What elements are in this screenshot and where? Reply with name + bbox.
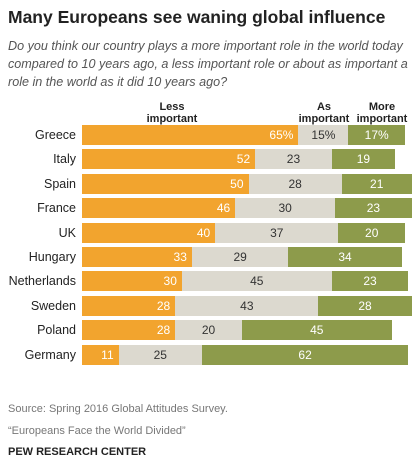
data-label: 11	[101, 347, 114, 362]
category-label: Germany	[24, 347, 76, 362]
data-label: 20	[365, 225, 379, 240]
bar-segment-as: 30	[235, 198, 336, 219]
bar-segment-less: 46	[82, 198, 236, 219]
bar-row: Greece 65% 15% 17%	[0, 123, 420, 147]
bar-segment-less: 52	[82, 149, 256, 170]
source-note: Source: Spring 2016 Global Attitudes Sur…	[8, 403, 228, 415]
bar-segment-more: 28	[318, 295, 412, 316]
data-label: 37	[270, 225, 284, 240]
category-label: Netherlands	[8, 274, 76, 289]
data-label: 29	[233, 250, 247, 264]
data-label: 33	[173, 250, 187, 264]
bar-segment-as: 23	[255, 149, 332, 170]
bar-segment-more: 23	[335, 198, 412, 219]
data-label: 50	[230, 176, 244, 191]
data-label: 23	[366, 201, 381, 216]
data-label: 46	[216, 201, 231, 216]
organization-name: PEW RESEARCH CENTER	[8, 446, 147, 458]
bar-segment-more: 17%	[348, 125, 405, 145]
data-label: 23	[286, 152, 301, 167]
category-label: Italy	[53, 152, 76, 167]
bar-row: France 46 30 23	[0, 196, 420, 220]
bar-segment-as: 20	[175, 320, 242, 341]
report-title: “Europeans Face the World Divided”	[8, 425, 186, 437]
bar-segment-more: 23	[331, 271, 409, 292]
bar-row: Sweden 28 43 28	[0, 294, 420, 318]
data-label: 15%	[311, 128, 336, 142]
data-label: 28	[358, 298, 372, 313]
category-label: Hungary	[28, 250, 76, 264]
bar-row: Poland 28 20 45	[0, 318, 420, 342]
data-label: 28	[288, 176, 302, 191]
category-label: Sweden	[30, 298, 76, 313]
bar-segment-more: 45	[241, 320, 392, 341]
data-label: 45	[310, 323, 324, 338]
data-label: 17%	[364, 128, 389, 142]
bar-segment-less: 30	[82, 271, 182, 292]
legend-as-important: As important	[298, 101, 350, 125]
data-label: 20	[201, 323, 216, 338]
bar-segment-more: 21	[341, 173, 412, 194]
data-label: 28	[156, 323, 171, 338]
data-label: 62	[298, 347, 312, 362]
bar-row: Hungary 33 29 34	[0, 245, 420, 269]
bar-segment-as: 45	[181, 271, 332, 292]
data-label: 34	[338, 250, 352, 264]
bar-segment-less: 40	[82, 222, 216, 243]
bar-segment-as: 43	[175, 295, 319, 316]
data-label: 30	[278, 201, 292, 216]
data-label: 43	[240, 298, 254, 313]
bar-row: Netherlands 30 45 23	[0, 269, 420, 293]
data-label: 19	[356, 152, 371, 167]
bar-segment-more: 34	[288, 247, 402, 267]
bar-segment-more: 20	[338, 222, 405, 243]
chart-title: Many Europeans see waning global influen…	[8, 7, 386, 27]
bar-segment-less: 50	[82, 173, 249, 194]
bar-row: UK 40 37 20	[0, 221, 420, 245]
bar-segment-more: 62	[201, 344, 409, 365]
data-label: 30	[163, 274, 177, 289]
data-label: 23	[363, 274, 377, 289]
bar-row: Germany 11 25 62	[0, 343, 420, 367]
bar-segment-more: 19	[331, 149, 396, 170]
data-label: 21	[370, 176, 384, 191]
legend-more-important: More important	[356, 101, 408, 125]
data-label: 28	[156, 298, 171, 313]
bar-segment-as: 37	[215, 222, 339, 243]
category-label: France	[37, 201, 76, 216]
legend-less-important: Less important	[146, 101, 198, 125]
bar-segment-as: 28	[248, 173, 342, 194]
data-label: 25	[153, 347, 167, 362]
data-label: 40	[196, 225, 211, 240]
bar-segment-less: 28	[82, 320, 176, 341]
category-label: Poland	[37, 323, 76, 338]
bar-segment-as: 25	[118, 344, 202, 365]
chart-subtitle: Do you think our country plays a more im…	[8, 39, 408, 89]
data-label: 65%	[269, 128, 294, 142]
bar-segment-as: 29	[191, 247, 289, 267]
bar-segment-less: 28	[82, 295, 176, 316]
bar-segment-less: 65%	[82, 125, 299, 145]
data-label: 52	[236, 152, 251, 167]
bar-segment-less: 33	[82, 247, 192, 267]
category-label: Greece	[35, 128, 76, 142]
bar-row: Spain 50 28 21	[0, 172, 420, 196]
category-label: UK	[58, 225, 76, 240]
category-label: Spain	[44, 176, 76, 191]
bar-segment-as: 15%	[298, 125, 349, 145]
bar-segment-less: 11	[82, 344, 119, 365]
data-label: 45	[250, 274, 264, 289]
bar-row: Italy 52 23 19	[0, 147, 420, 171]
